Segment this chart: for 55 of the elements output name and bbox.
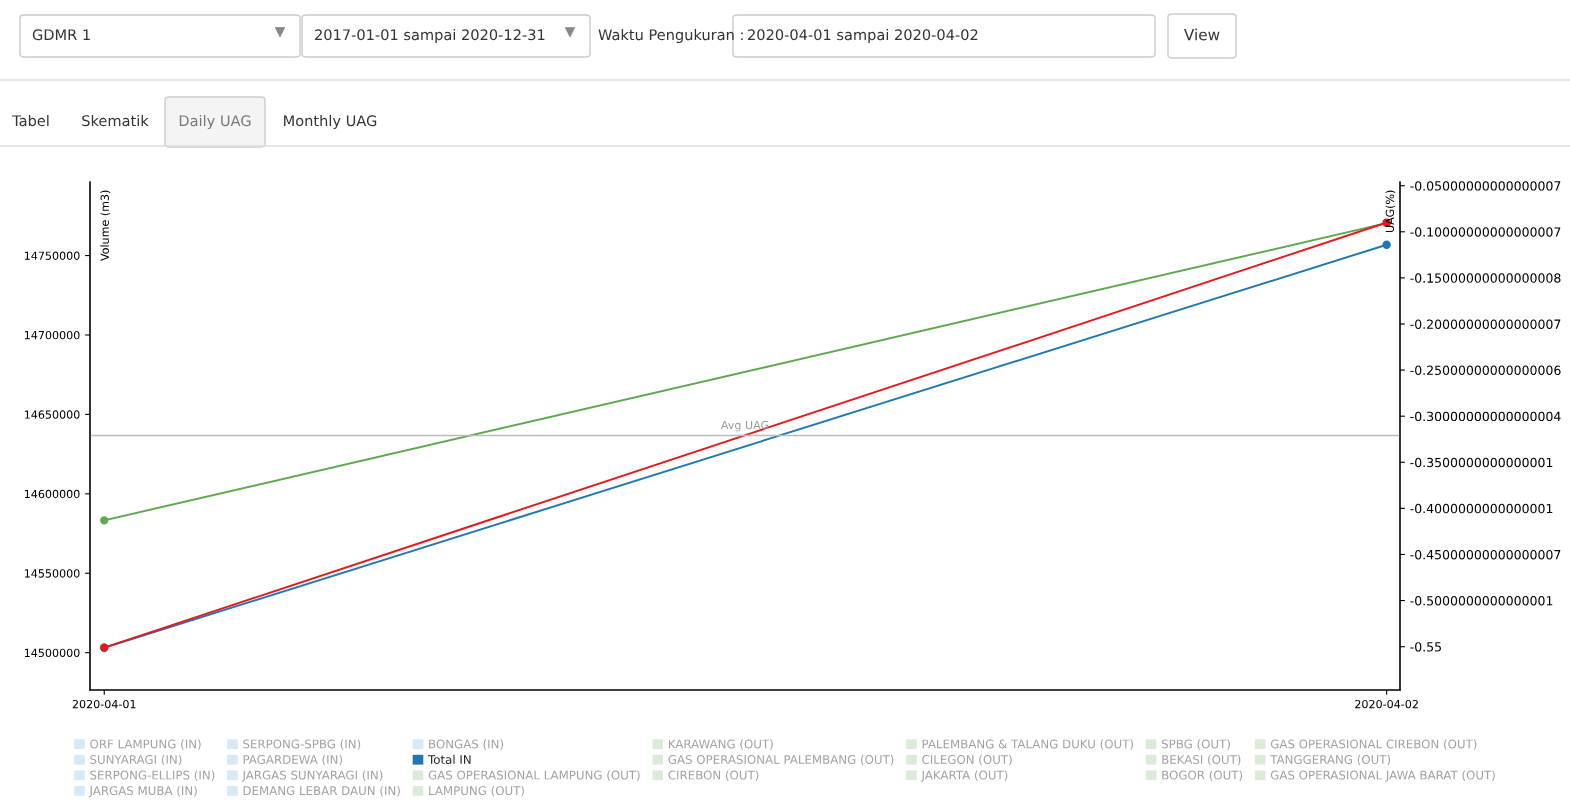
x-tick-label: 2020-04-02: [1355, 699, 1418, 709]
text: Monthly UAG: [284, 114, 377, 130]
y-tick-label: 14550000: [24, 569, 80, 578]
legend-label: PAGARDEWA (IN): [243, 754, 343, 766]
legend-label: JARGAS MUBA (IN): [88, 785, 197, 798]
legend-label: TANGGERANG (OUT): [1270, 754, 1391, 766]
legend-label: BOGOR (OUT): [1162, 770, 1243, 781]
y-tick-label: 14500000: [24, 648, 80, 658]
y2-tick-label: -0.3500000000000001: [1410, 457, 1553, 468]
y-tick-label: 14700000: [24, 330, 80, 340]
y2-tick-label: -0.4000000000000001: [1410, 503, 1553, 514]
y-tick-label: 14600000: [24, 489, 80, 499]
legend-label: SPBG (OUT): [1161, 739, 1230, 750]
y-tick-label: 14750000: [24, 251, 80, 260]
legend-label: BEKASI (OUT): [1162, 754, 1241, 766]
legend-label: CIREBON (OUT): [668, 770, 759, 781]
text: Tabel: [12, 114, 49, 127]
legend-label: DEMANG LEBAR DAUN (IN): [243, 785, 400, 797]
y2-tick-label: -0.5000000000000001: [1410, 596, 1553, 606]
legend-label: BONGAS (IN): [429, 739, 504, 750]
text: Waktu Pengukuran :: [598, 28, 743, 44]
legend-label: GAS OPERASIONAL JAWA BARAT (OUT): [1270, 770, 1495, 782]
y2-tick-label: -0.10000000000000007: [1410, 227, 1561, 237]
x-tick-label: 2020-04-01: [72, 699, 136, 709]
legend-label: GAS OPERASIONAL PALEMBANG (OUT): [668, 754, 894, 766]
legend-label: JAKARTA (OUT): [920, 770, 1008, 782]
legend-label: GAS OPERASIONAL LAMPUNG (OUT): [428, 770, 640, 781]
text: 2017-01-01 sampai 2020-12-31: [315, 28, 545, 44]
legend-label: CILEGON (OUT): [922, 754, 1012, 766]
legend-label: SERPONG-ELLIPS (IN): [90, 770, 215, 781]
y2-axis-title: UAG(%): [1385, 190, 1396, 233]
y2-tick-label: -0.30000000000000004: [1410, 411, 1561, 422]
legend-label: PALEMBANG & TALANG DUKU (OUT): [922, 739, 1133, 750]
legend-label: LAMPUNG (OUT): [429, 785, 524, 797]
y2-tick-label: -0.25000000000000006: [1410, 365, 1561, 376]
legend-label: SUNYARAGI (IN): [90, 754, 182, 766]
y2-tick-label: -0.20000000000000007: [1410, 319, 1561, 329]
y-tick-label: 14650000: [24, 410, 80, 419]
text: GDMR 1: [32, 29, 90, 41]
text: View: [1184, 28, 1220, 41]
legend-label: Total IN: [428, 754, 471, 764]
legend-label: GAS OPERASIONAL CIREBON (OUT): [1270, 739, 1477, 750]
ref-line-label: Avg UAG: [720, 420, 769, 432]
y2-tick-label: -0.55: [1410, 642, 1441, 652]
legend-label: KARAWANG (OUT): [668, 739, 773, 750]
y2-tick-label: -0.05000000000000007: [1410, 181, 1561, 191]
y-axis-title: Volume (m3): [100, 190, 111, 261]
y2-tick-label: -0.15000000000000008: [1410, 273, 1561, 283]
text: Skematik: [82, 114, 149, 127]
text: Daily UAG: [179, 114, 251, 130]
y2-tick-label: -0.45000000000000007: [1410, 549, 1561, 560]
legend-label: SERPONG-SPBG (IN): [243, 739, 361, 750]
text: 2020-04-01 sampai 2020-04-02: [748, 28, 978, 44]
legend-label: JARGAS SUNYARAGI (IN): [241, 770, 383, 782]
legend-label: ORF LAMPUNG (IN): [90, 739, 201, 750]
